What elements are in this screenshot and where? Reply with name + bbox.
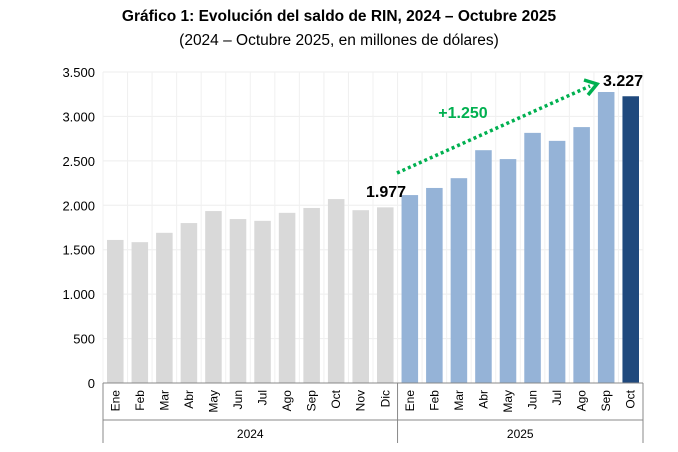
- bar: [303, 207, 320, 383]
- x-tick-label: Oct: [624, 389, 638, 408]
- x-tick-label: Jul: [256, 390, 270, 405]
- bar: [254, 220, 271, 383]
- bar: [426, 187, 443, 383]
- x-tick-label: Mar: [157, 390, 171, 411]
- bar: [205, 211, 222, 383]
- x-tick-label: Oct: [329, 389, 343, 408]
- bar: [450, 178, 468, 383]
- y-tick-label: 3.500: [62, 65, 95, 80]
- y-tick-label: 2.500: [62, 154, 95, 169]
- bar: [475, 150, 492, 383]
- group-label: 2024: [237, 427, 264, 441]
- bar: [401, 195, 419, 383]
- x-tick-label: Jun: [526, 390, 540, 409]
- start-value-label: 1.977: [366, 184, 406, 201]
- bar: [377, 207, 394, 383]
- y-tick-label: 1.000: [62, 287, 95, 302]
- arrow-head-icon: [583, 78, 601, 97]
- x-tick-label: Abr: [182, 390, 196, 409]
- x-tick-label: Mar: [452, 390, 466, 411]
- bar: [597, 91, 615, 383]
- bar: [524, 132, 541, 383]
- trend-arrow: [396, 84, 591, 175]
- x-tick-label: Ago: [280, 390, 294, 412]
- x-tick-label: Jun: [231, 390, 245, 409]
- bar: [229, 219, 247, 383]
- bar: [548, 140, 566, 383]
- bar: [352, 210, 369, 383]
- x-tick-label: Sep: [305, 390, 319, 412]
- x-tick-label: Dic: [378, 390, 392, 407]
- x-tick-label: May: [206, 390, 220, 413]
- change-label: +1.250: [438, 105, 487, 122]
- bar: [622, 96, 639, 384]
- y-tick-label: 2.000: [62, 198, 95, 213]
- x-tick-label: Nov: [354, 390, 368, 411]
- chart-subtitle: (2024 – Octubre 2025, en millones de dól…: [179, 32, 499, 49]
- x-tick-label: May: [501, 390, 515, 413]
- bar: [499, 159, 517, 383]
- x-tick-label: Jul: [550, 390, 564, 405]
- end-value-label: 3.227: [603, 73, 643, 90]
- x-tick-label: Feb: [133, 390, 147, 411]
- group-label: 2025: [507, 427, 534, 441]
- bar: [131, 242, 149, 383]
- x-tick-label: Ene: [108, 390, 122, 412]
- x-tick-label: Sep: [599, 390, 613, 412]
- bar: [180, 223, 198, 383]
- y-tick-label: 500: [73, 332, 95, 347]
- bar: [573, 127, 590, 383]
- bar: [156, 232, 173, 383]
- chart-title: Gráfico 1: Evolución del saldo de RIN, 2…: [121, 8, 557, 25]
- x-tick-label: Feb: [427, 390, 441, 411]
- y-tick-label: 1.500: [62, 243, 95, 258]
- bar: [107, 239, 124, 383]
- x-tick-label: Ago: [575, 390, 589, 412]
- x-tick-label: Abr: [476, 390, 490, 409]
- bar: [278, 212, 296, 383]
- x-tick-label: Ene: [403, 390, 417, 412]
- bar: [327, 199, 345, 383]
- y-tick-label: 3.000: [62, 109, 95, 124]
- y-tick-label: 0: [88, 376, 95, 391]
